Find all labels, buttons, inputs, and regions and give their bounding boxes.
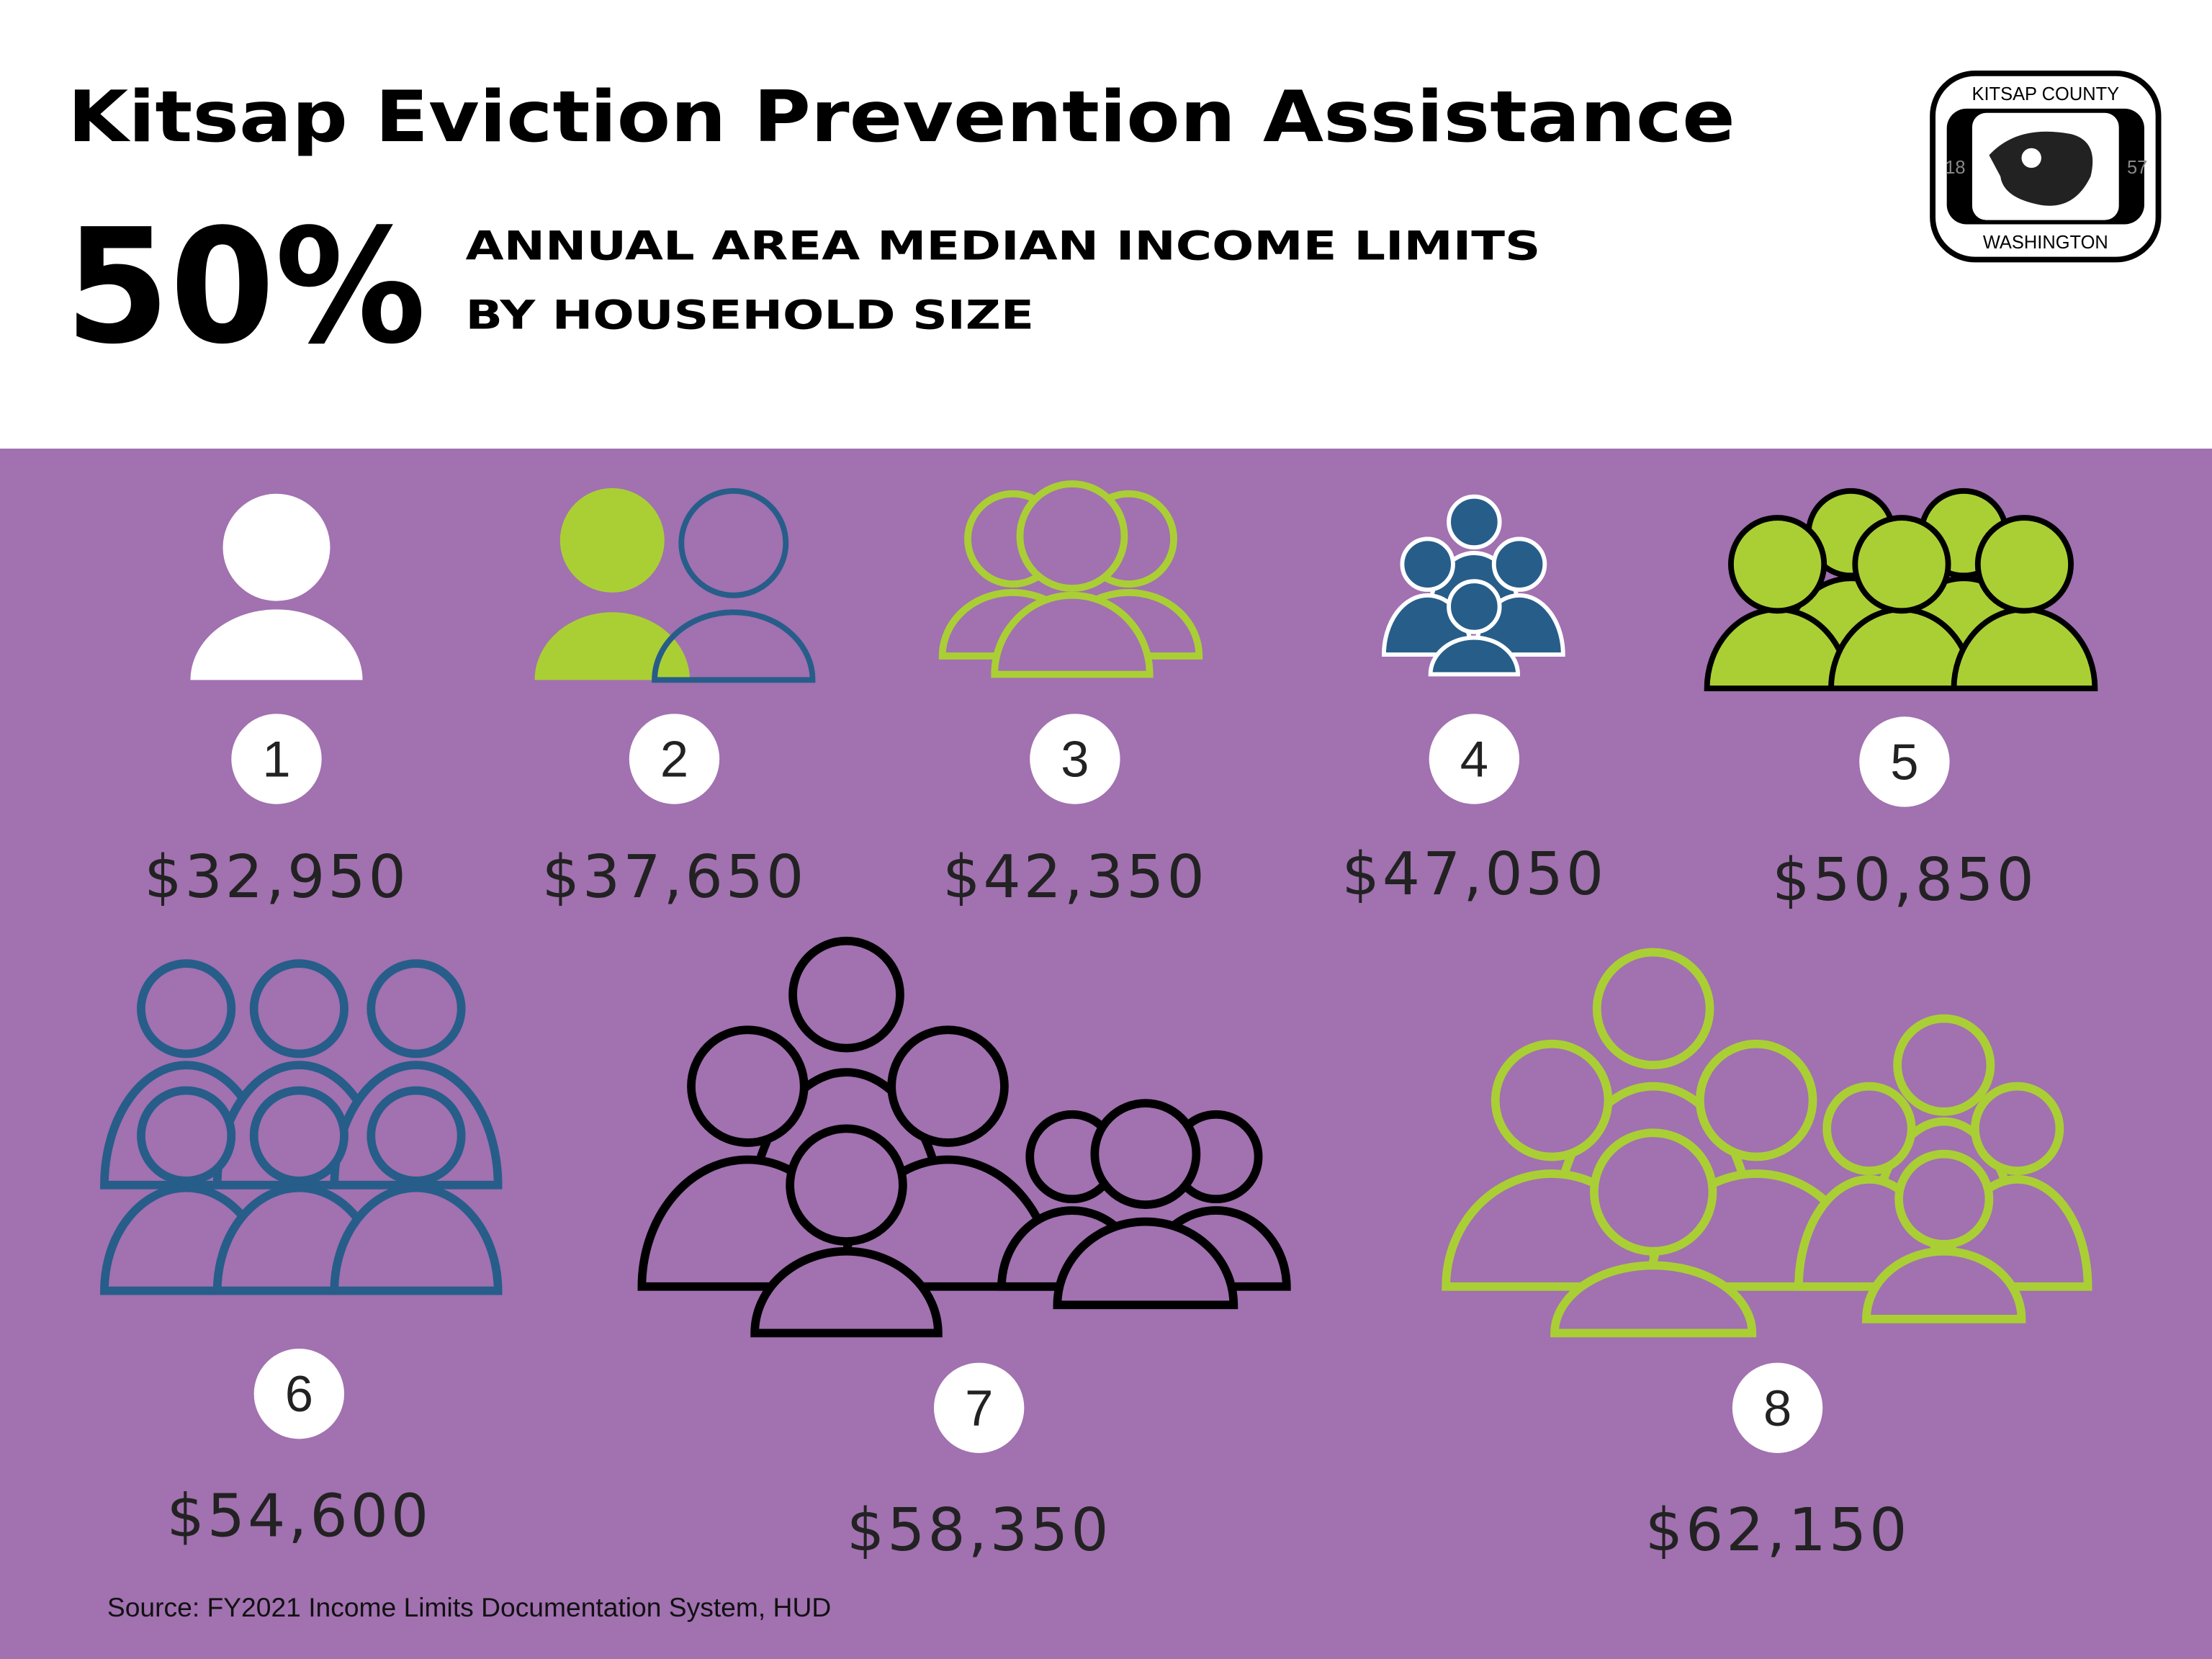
size-badge bbox=[253, 1348, 345, 1439]
person-head bbox=[1970, 1082, 2064, 1175]
income-limit: $37,650 bbox=[542, 843, 807, 912]
household-size: 4 bbox=[1460, 731, 1488, 788]
person-head bbox=[687, 1025, 809, 1147]
person-body bbox=[534, 612, 691, 680]
income-limit: $47,050 bbox=[1342, 840, 1607, 909]
income-limit: $62,150 bbox=[1645, 1496, 1910, 1565]
size-badge bbox=[1732, 1362, 1823, 1453]
title: Kitsap Eviction Prevention Assistance bbox=[68, 76, 1735, 158]
household-size: 2 bbox=[660, 731, 688, 788]
percent: 50% bbox=[65, 194, 426, 379]
county-seal: KITSAP COUNTY WASHINGTON 18 57 bbox=[1930, 70, 2162, 263]
person-head bbox=[887, 1025, 1009, 1147]
person-body bbox=[330, 1183, 503, 1295]
household-size: 6 bbox=[285, 1365, 313, 1422]
person-head bbox=[137, 959, 236, 1058]
person-head bbox=[1491, 1039, 1613, 1161]
person-head bbox=[1822, 1082, 1916, 1175]
income-limit: $54,600 bbox=[167, 1483, 432, 1551]
household: 4 $47,050 bbox=[1342, 494, 1607, 909]
size-badge bbox=[629, 714, 720, 804]
person-head bbox=[1893, 1014, 1995, 1116]
household: 7 $58,350 bbox=[637, 936, 1291, 1565]
person-head bbox=[1592, 948, 1714, 1070]
person-head bbox=[559, 487, 665, 593]
size-badge bbox=[1859, 716, 1950, 807]
seal-text: WASHINGTON bbox=[1983, 233, 2108, 253]
household: 8 $62,150 bbox=[1442, 948, 2092, 1565]
person-head bbox=[1447, 579, 1502, 634]
subtitle: ANNUAL AREA MEDIAN INCOME LIMITS bbox=[466, 222, 1541, 269]
person-head bbox=[1016, 480, 1128, 592]
household: 5 $50,850 bbox=[1704, 487, 2098, 914]
person-body bbox=[1428, 635, 1521, 677]
person-body bbox=[750, 1246, 943, 1338]
household: 6 $54,600 bbox=[100, 959, 503, 1551]
household: 2 $37,650 bbox=[534, 487, 816, 912]
person-head bbox=[1852, 515, 1951, 614]
income-limit: $58,350 bbox=[847, 1496, 1112, 1565]
size-badge bbox=[1429, 714, 1520, 804]
person-head bbox=[222, 493, 331, 601]
person-head bbox=[1894, 1149, 1994, 1249]
household-size: 5 bbox=[1890, 733, 1918, 790]
income-limit: $50,850 bbox=[1772, 846, 2037, 914]
household: 3 $42,350 bbox=[938, 480, 1208, 912]
size-badge bbox=[1030, 714, 1120, 804]
income-limit: $32,950 bbox=[144, 843, 409, 912]
person-head bbox=[1090, 1099, 1201, 1210]
header-background bbox=[0, 0, 2212, 449]
size-badge bbox=[231, 714, 322, 804]
person-body bbox=[190, 609, 363, 680]
household-size: 7 bbox=[965, 1380, 993, 1437]
person-body bbox=[652, 609, 816, 683]
person-body bbox=[991, 591, 1154, 678]
income-limit: $42,350 bbox=[943, 843, 1208, 912]
household-size: 3 bbox=[1061, 731, 1089, 788]
person-head bbox=[367, 1086, 466, 1185]
person-head bbox=[137, 1086, 236, 1185]
person-head bbox=[367, 959, 466, 1058]
seal-bird bbox=[1989, 131, 2093, 206]
seal-text: 18 bbox=[1945, 158, 1965, 178]
person-head bbox=[1491, 536, 1547, 592]
person-head bbox=[788, 936, 904, 1053]
person-head bbox=[1447, 494, 1502, 550]
size-badge bbox=[933, 1362, 1025, 1453]
person-head bbox=[249, 1086, 349, 1185]
seal-text: 57 bbox=[2127, 158, 2147, 178]
person-head bbox=[1695, 1039, 1817, 1161]
household-size: 8 bbox=[1763, 1380, 1791, 1437]
source: Source: FY2021 Income Limits Documentati… bbox=[107, 1592, 831, 1622]
seal-text: KITSAP COUNTY bbox=[1972, 84, 2120, 104]
person-body bbox=[1053, 1217, 1238, 1310]
person-head bbox=[1400, 536, 1455, 592]
person-head bbox=[249, 959, 349, 1058]
seal-eye bbox=[2021, 148, 2041, 168]
household-size: 1 bbox=[262, 731, 290, 788]
person-body bbox=[1862, 1246, 2026, 1323]
person-head bbox=[1974, 515, 2074, 614]
person-head bbox=[1590, 1128, 1717, 1256]
household: 1 $32,950 bbox=[144, 493, 409, 912]
person-head bbox=[678, 487, 789, 598]
person-head bbox=[1728, 515, 1827, 614]
subtitle: BY HOUSEHOLD SIZE bbox=[466, 292, 1035, 338]
person-head bbox=[786, 1124, 907, 1246]
person-body bbox=[1550, 1261, 1757, 1338]
